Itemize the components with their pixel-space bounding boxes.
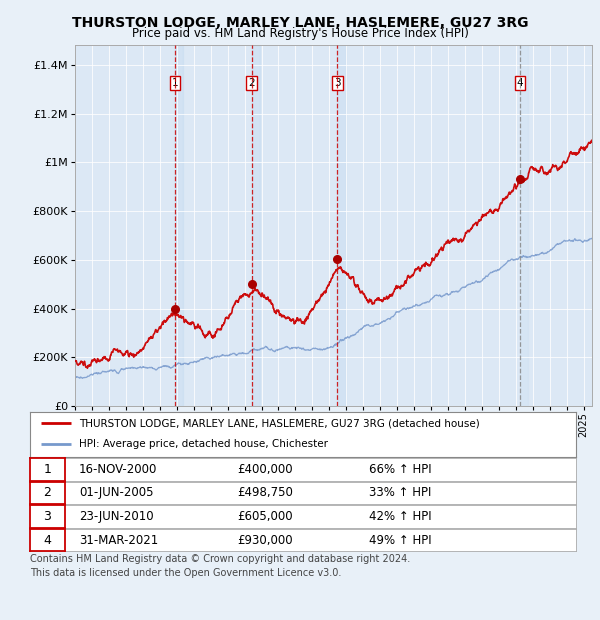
Text: 42% ↑ HPI: 42% ↑ HPI [368,510,431,523]
Text: 49% ↑ HPI: 49% ↑ HPI [368,534,431,546]
Text: 1: 1 [172,78,178,88]
Text: £400,000: £400,000 [238,463,293,476]
Text: 3: 3 [43,510,52,523]
Text: 31-MAR-2021: 31-MAR-2021 [79,534,158,546]
Text: Contains HM Land Registry data © Crown copyright and database right 2024.: Contains HM Land Registry data © Crown c… [30,554,410,564]
Text: 3: 3 [334,78,341,88]
Bar [337,45,346,406]
Text: £498,750: £498,750 [238,487,293,499]
Text: 1: 1 [43,463,52,476]
Text: This data is licensed under the Open Government Licence v3.0.: This data is licensed under the Open Gov… [30,568,341,578]
Text: 2: 2 [43,487,52,499]
Text: Price paid vs. HM Land Registry's House Price Index (HPI): Price paid vs. HM Land Registry's House … [131,27,469,40]
Text: 66% ↑ HPI: 66% ↑ HPI [368,463,431,476]
Text: THURSTON LODGE, MARLEY LANE, HASLEMERE, GU27 3RG (detached house): THURSTON LODGE, MARLEY LANE, HASLEMERE, … [79,418,480,428]
Text: 16-NOV-2000: 16-NOV-2000 [79,463,158,476]
Text: 33% ↑ HPI: 33% ↑ HPI [368,487,431,499]
Text: THURSTON LODGE, MARLEY LANE, HASLEMERE, GU27 3RG: THURSTON LODGE, MARLEY LANE, HASLEMERE, … [72,16,528,30]
Text: 23-JUN-2010: 23-JUN-2010 [79,510,154,523]
Text: 01-JUN-2005: 01-JUN-2005 [79,487,154,499]
Text: 4: 4 [43,534,52,546]
Text: 2: 2 [248,78,255,88]
Text: 4: 4 [517,78,523,88]
Text: HPI: Average price, detached house, Chichester: HPI: Average price, detached house, Chic… [79,440,328,450]
Text: £605,000: £605,000 [238,510,293,523]
Bar [520,45,529,406]
Text: £930,000: £930,000 [238,534,293,546]
Bar [251,45,260,406]
Bar [175,45,183,406]
